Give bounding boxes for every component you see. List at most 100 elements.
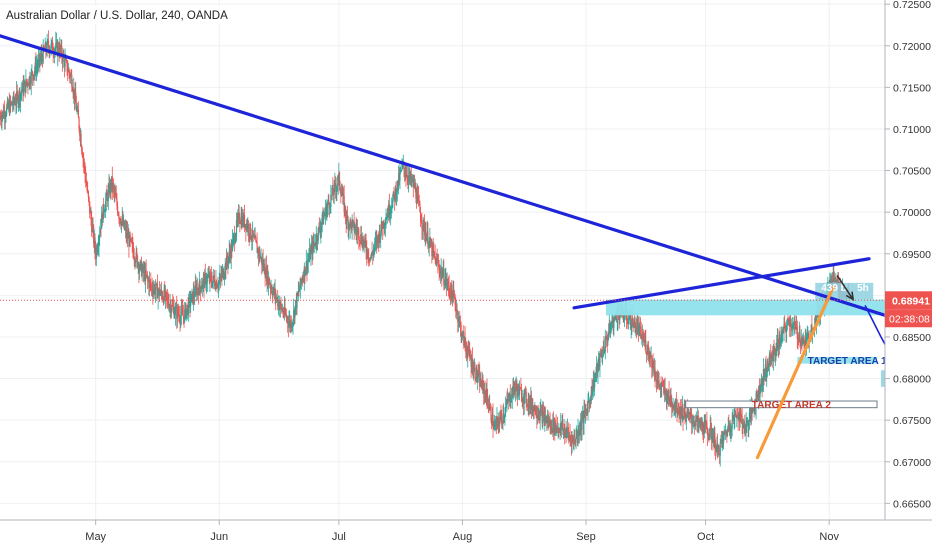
candle-body [642,335,644,340]
candle-body [415,198,418,204]
candle-body [279,302,281,307]
candle-body [138,268,141,273]
candle-body [504,413,506,416]
candle-body [475,377,477,381]
y-tick-label: 0.68000 [893,374,931,386]
candle-body [774,352,776,356]
candle-body [208,275,210,282]
candle-body [184,305,186,310]
candle-body [298,291,300,292]
candle-body [83,158,85,163]
candle-body [283,313,285,315]
candle-body [716,443,719,453]
candle-body [602,355,604,357]
candle-body [795,326,797,329]
candle-body [459,321,462,326]
candle-body [106,192,108,196]
countdown-label: 02:38:08 [889,313,930,325]
candle-body [758,385,761,396]
candle-body [356,230,358,234]
candle-body [575,436,577,443]
candle-body [79,128,81,136]
candle-body [332,194,335,196]
candle-body [128,234,131,247]
candle-body [327,200,329,205]
candle-body [142,265,144,270]
time-axis[interactable] [0,520,932,550]
candle-body [420,220,422,224]
candle-body [831,279,834,283]
candle-body [257,249,260,256]
candle-body [707,429,709,436]
candle-body [461,336,463,338]
trendline [755,285,835,460]
candle-body [648,354,650,359]
candle-body [319,229,321,233]
candle-body [610,325,612,327]
price-axis[interactable] [885,0,932,520]
candle-body [582,414,584,420]
candle-body [175,306,177,309]
candle-body [746,421,748,424]
candle-body [346,215,348,222]
candle-body [358,229,360,240]
candle-body [710,426,712,429]
candle-body [182,315,184,317]
x-tick-label: Nov [819,531,839,543]
candle-body [696,415,698,422]
candle-body [190,301,192,307]
candle-body [33,70,36,75]
candle-body [777,339,779,349]
candle-body [742,425,745,428]
candle-body [435,257,437,266]
candle-body [228,251,230,258]
candle-body [192,291,194,303]
candle-body [596,364,598,373]
candle-body [455,310,458,312]
candle-body [360,233,363,243]
candle-body [732,414,735,421]
candle-body [70,74,72,76]
candle-body [594,375,596,379]
candle-body [46,40,48,53]
candle-body [714,449,717,451]
candle-body [392,191,394,199]
candle-body [629,313,632,329]
y-tick-label: 0.71000 [893,124,931,136]
candle-body [519,387,521,389]
candle-body [251,230,254,240]
candle-body [42,46,44,63]
x-tick-label: May [85,531,106,543]
y-tick-label: 0.70500 [893,166,931,178]
candle-body [814,316,816,326]
candle-body [232,236,234,240]
candle-body [307,261,309,271]
candle-body [243,214,246,228]
candle-body [565,431,567,438]
candle-body [364,238,366,242]
candle-body [249,224,252,238]
candle-body [91,226,93,232]
candle-body [709,426,711,438]
candle-body [512,381,515,396]
candle-body [181,308,183,311]
candle-body [615,315,618,321]
candle-body [468,346,470,351]
candle-body [759,392,761,396]
candle-body [132,250,135,258]
candle-body [195,284,197,287]
candle-body [19,93,22,101]
candle-body [392,198,394,208]
candle-body [305,261,307,271]
candle-body [782,328,784,334]
candle-body [429,238,431,242]
candle-body [708,437,711,439]
candle-body [695,420,697,426]
candle-body [146,275,148,276]
candle-body [524,391,527,392]
candle-body [631,317,633,327]
candle-body [11,102,13,105]
candle-body [608,332,610,337]
